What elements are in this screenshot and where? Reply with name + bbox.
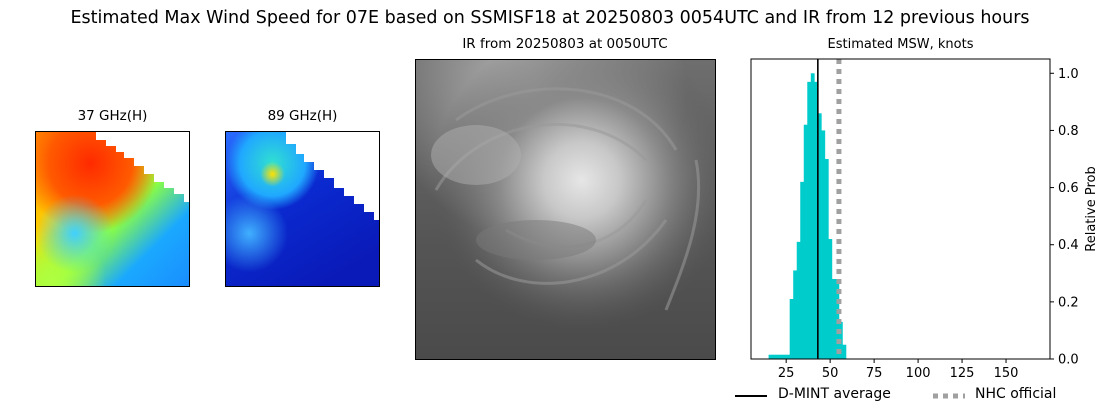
histogram-bar-9 <box>800 181 805 359</box>
histogram-bar-13 <box>814 81 819 359</box>
legend: D-MINT average NHC official <box>733 386 1093 408</box>
histogram-bar-1 <box>772 354 776 359</box>
x-tick-label: 25 <box>778 366 795 381</box>
panel-37ghz-image <box>35 131 190 287</box>
histogram-axes-frame <box>750 58 1051 360</box>
reference-lines <box>817 59 842 359</box>
y-tick-label: 0.6 <box>1058 181 1079 196</box>
panel-37ghz-title: 37 GHz(H) <box>77 108 148 124</box>
histogram-bars <box>768 73 847 360</box>
y-tick-label: 0.0 <box>1058 353 1079 368</box>
panel-ir-image <box>415 59 716 360</box>
legend-label-nhc: NHC official <box>975 386 1057 402</box>
histogram-bar-15 <box>821 130 826 359</box>
microwave-37ghz-field <box>36 132 189 286</box>
y-axis-label: Relative Prob <box>1084 166 1099 251</box>
histogram-bar-7 <box>793 270 798 359</box>
x-tick-label: 100 <box>906 366 931 381</box>
y-axis-ticks: 0.0 0.2 0.4 0.6 0.8 1.0 <box>1050 67 1079 368</box>
histogram-bar-14 <box>817 113 822 360</box>
x-tick-label: 150 <box>994 366 1019 381</box>
histogram-bar-5 <box>786 354 790 359</box>
panel-89ghz-title: 89 GHz(H) <box>267 108 338 124</box>
y-tick-label: 1.0 <box>1058 67 1079 82</box>
y-tick-label: 0.4 <box>1058 238 1079 253</box>
histogram-chart: 25 50 75 100 125 150 0.0 0.2 0.4 0.6 0.8 1.0 Relat… <box>750 58 1099 381</box>
legend-solid-line-icon <box>735 395 767 397</box>
y-tick-label: 0.2 <box>1058 295 1079 310</box>
histogram-bar-21 <box>842 344 847 359</box>
x-tick-label: 75 <box>866 366 883 381</box>
histogram-title: Estimated MSW, knots <box>827 37 974 52</box>
microwave-89ghz-field <box>226 132 379 286</box>
histogram-bar-11 <box>807 81 812 359</box>
infrared-satellite-image <box>416 60 715 359</box>
histogram-bar-17 <box>828 239 833 359</box>
histogram-bar-0 <box>768 354 773 359</box>
histogram-bar-8 <box>796 241 801 359</box>
y-tick-label: 0.8 <box>1058 124 1079 139</box>
histogram-bar-2 <box>775 354 780 359</box>
histogram-bar-10 <box>803 124 808 359</box>
histogram-bar-6 <box>789 299 794 359</box>
x-axis-ticks: 25 50 75 100 125 150 <box>778 359 1019 381</box>
figure-title: Estimated Max Wind Speed for 07E based o… <box>70 8 1030 28</box>
x-tick-label: 50 <box>822 366 839 381</box>
histogram-bar-4 <box>782 354 787 359</box>
x-tick-label: 125 <box>950 366 975 381</box>
panel-89ghz-image <box>225 131 380 287</box>
histogram-bar-3 <box>779 354 783 359</box>
histogram-bar-18 <box>831 279 836 359</box>
legend-label-dmint: D-MINT average <box>778 386 891 402</box>
histogram-bar-12 <box>810 73 815 360</box>
panel-ir-title: IR from 20250803 at 0050UTC <box>462 36 668 52</box>
histogram-bar-16 <box>824 159 829 359</box>
legend-dotted-line-icon <box>933 393 965 399</box>
